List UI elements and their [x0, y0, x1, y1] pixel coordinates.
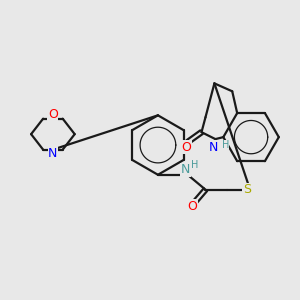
Text: N: N [209, 140, 218, 154]
Text: O: O [188, 200, 197, 213]
Text: H: H [222, 140, 229, 150]
Text: H: H [191, 160, 198, 170]
Text: S: S [243, 183, 251, 196]
Text: N: N [181, 163, 190, 176]
Text: O: O [182, 140, 192, 154]
Text: N: N [48, 147, 58, 160]
Text: O: O [48, 108, 58, 121]
